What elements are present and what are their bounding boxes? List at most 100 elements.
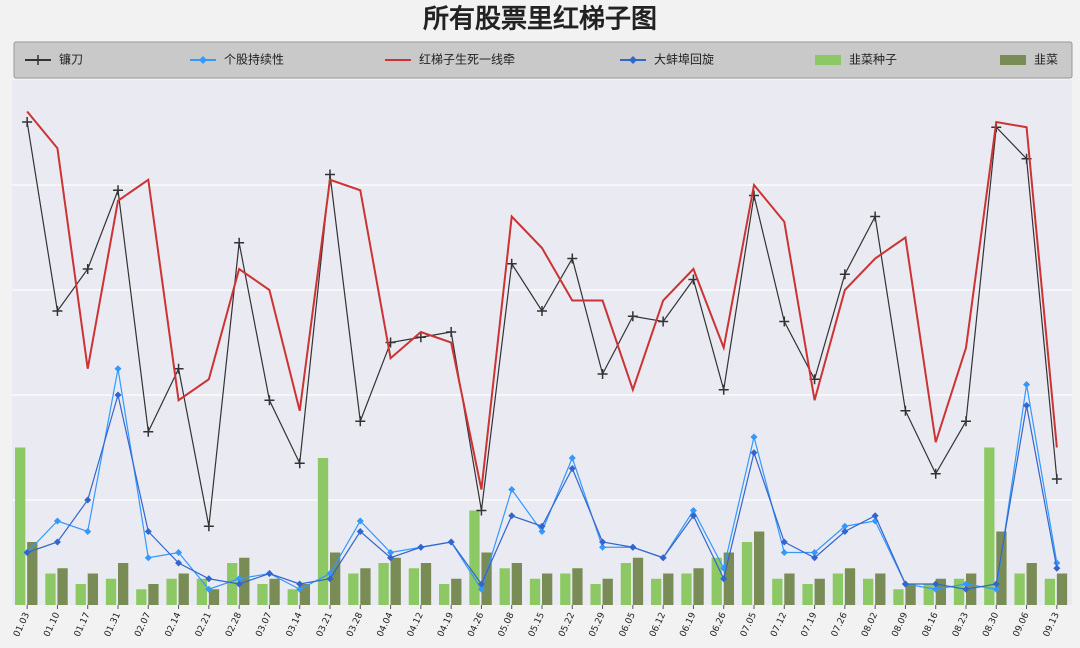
marker (476, 505, 487, 516)
marker (811, 549, 819, 556)
bar (741, 542, 753, 605)
bar (408, 568, 420, 605)
marker (568, 465, 576, 472)
x-tick-label: 07.12 (769, 611, 789, 639)
marker (113, 185, 123, 196)
bar (148, 584, 159, 605)
bar (378, 563, 389, 605)
bar (469, 510, 480, 605)
bar (802, 584, 813, 605)
marker (356, 517, 364, 525)
bar (360, 568, 371, 605)
marker (53, 517, 61, 525)
marker (205, 575, 213, 583)
marker (780, 538, 788, 546)
bar (439, 584, 450, 605)
bar (1026, 563, 1037, 605)
x-tick-label: 08.02 (860, 611, 880, 639)
bar (663, 573, 674, 605)
marker (992, 580, 1000, 588)
x-tick-label: 07.05 (739, 611, 759, 639)
bar (893, 589, 904, 605)
marker (930, 468, 941, 479)
marker (114, 391, 122, 399)
x-tick-label: 05.22 (557, 611, 577, 639)
marker (811, 554, 819, 562)
bar (996, 531, 1007, 605)
bar (420, 563, 432, 605)
marker (961, 416, 971, 427)
bar (560, 573, 571, 605)
bar (481, 552, 492, 605)
marker (567, 253, 578, 264)
bar (27, 542, 38, 605)
marker (446, 327, 457, 337)
marker (689, 507, 697, 514)
marker (750, 433, 758, 441)
marker (205, 585, 213, 593)
marker (53, 538, 61, 546)
bar (651, 578, 662, 605)
marker (538, 522, 546, 530)
bar (784, 573, 795, 605)
marker (417, 543, 425, 551)
x-tick-label: 06.05 (618, 611, 638, 639)
marker (477, 585, 485, 593)
bar (844, 568, 856, 605)
marker (718, 384, 729, 395)
marker (22, 117, 33, 127)
marker (962, 580, 970, 588)
x-tick-label: 03.14 (285, 611, 305, 639)
bar (620, 563, 632, 605)
bar (953, 578, 965, 605)
bar (178, 573, 189, 605)
bar (348, 573, 359, 605)
bar (196, 578, 208, 605)
marker (415, 332, 426, 343)
legend-box (13, 41, 1073, 79)
bar (632, 557, 644, 605)
bar (15, 447, 26, 605)
bar (602, 578, 613, 605)
bar (166, 578, 177, 605)
marker (203, 521, 214, 532)
marker (508, 486, 516, 493)
x-tick-label: 04.04 (376, 611, 396, 639)
bar (105, 578, 117, 605)
marker (839, 269, 850, 280)
bar (529, 578, 541, 605)
marker (597, 369, 608, 379)
x-tick-label: 03.07 (254, 611, 274, 639)
bar (772, 578, 783, 605)
marker (387, 554, 395, 562)
legend-label: 个股持续性 (224, 52, 284, 67)
marker (23, 549, 31, 556)
marker (658, 316, 669, 327)
x-tick-label: 02.28 (224, 611, 244, 639)
bar (390, 557, 401, 605)
x-tick-label: 02.21 (194, 611, 214, 639)
marker (627, 311, 638, 322)
bar (45, 573, 56, 605)
marker (629, 543, 637, 551)
marker (932, 585, 940, 593)
marker (1051, 474, 1062, 484)
marker (659, 554, 667, 562)
marker (568, 454, 576, 462)
bar (1056, 573, 1068, 605)
x-tick-label: 07.19 (800, 611, 820, 639)
marker (900, 405, 911, 416)
bar (754, 531, 765, 605)
marker (537, 306, 547, 316)
bar (935, 578, 947, 605)
marker (52, 306, 63, 316)
bar (984, 447, 995, 605)
x-tick-label: 06.19 (678, 611, 698, 639)
marker (599, 543, 607, 551)
bar (287, 589, 298, 605)
marker (871, 512, 879, 520)
legend-label: 红梯子生死一线牵 (419, 52, 515, 67)
marker (749, 190, 759, 201)
marker (508, 512, 516, 520)
bar (863, 578, 874, 605)
